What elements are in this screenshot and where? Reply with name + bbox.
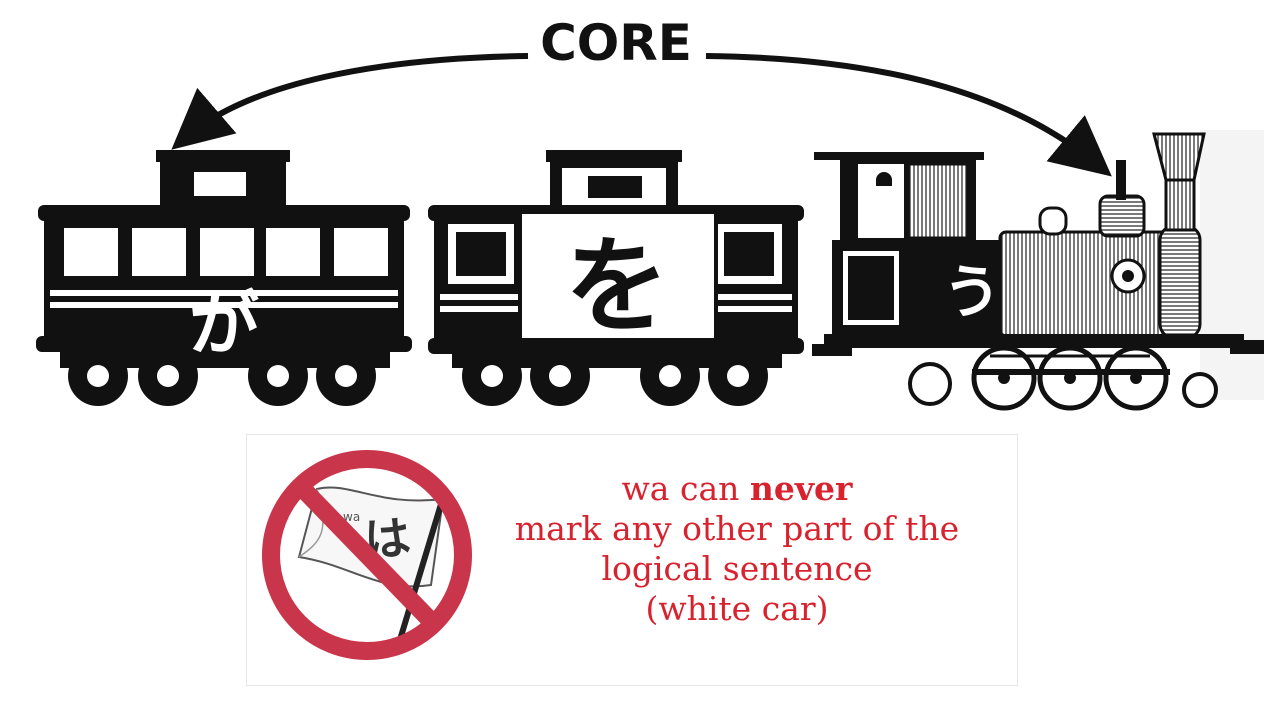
note-line-4: (white car) xyxy=(645,589,829,628)
flag-romaji: wa xyxy=(343,510,360,524)
kana-ga: が xyxy=(189,283,259,365)
caboose-wheels xyxy=(68,346,376,406)
kana-u: う xyxy=(943,258,1001,326)
note-panel: は wa wa can never mark any other part of… xyxy=(246,434,1018,686)
note-line-3: logical sentence xyxy=(601,549,873,588)
note-text: wa can never mark any other part of the … xyxy=(457,469,1017,629)
note-line-1-emphasis: never xyxy=(749,469,853,508)
core-label: CORE xyxy=(540,14,692,72)
middle-car-wheels xyxy=(462,346,768,406)
kana-wo: を xyxy=(565,225,669,347)
prohibition-ring xyxy=(262,450,472,660)
prohibition-slash xyxy=(296,482,438,628)
locomotive-u: う xyxy=(812,130,1264,411)
middle-car-wo: を xyxy=(428,150,804,406)
train-diagram: CORE が xyxy=(36,14,1264,411)
note-line-1: wa can never xyxy=(457,469,1017,509)
core-arrow-right xyxy=(705,53,1112,177)
locomotive-wheels xyxy=(908,345,1218,411)
note-line-1-prefix: wa can xyxy=(621,469,750,508)
core-arrow: CORE xyxy=(171,14,1112,177)
caboose-car-ga: が xyxy=(36,150,412,406)
no-wa-sign: は wa xyxy=(262,450,472,660)
core-arrow-left xyxy=(171,53,529,150)
note-line-2: mark any other part of the xyxy=(514,509,960,548)
